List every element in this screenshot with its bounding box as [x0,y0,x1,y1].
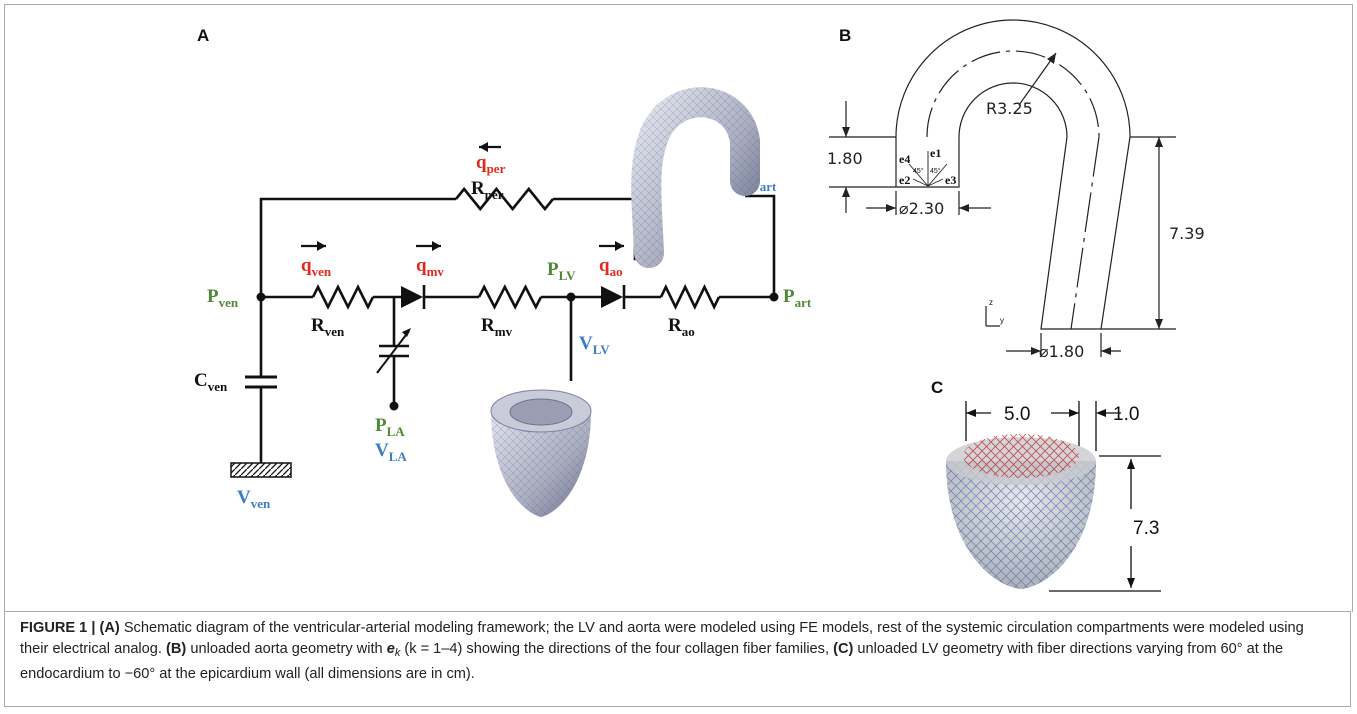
vector-label: e1 [930,146,941,160]
figure-panels: A B C qper Rper Vart qven qmv PLV qao Pv… [4,4,1353,612]
flow-arrowhead [615,241,624,251]
right-centerline [1071,137,1099,329]
center-arc [927,51,1099,137]
pressure-label: Part [783,286,812,310]
outer-arc [896,20,1130,137]
dimension-label: 7.39 [1169,224,1205,243]
flow-arrowhead [479,142,488,152]
dimension-line [1101,137,1176,329]
node [770,293,779,302]
axis-label: y [1000,316,1004,325]
resistor [661,287,719,307]
resistor-label: Rper [471,178,504,202]
aorta-geometry [829,20,1176,357]
right-leg [1041,137,1130,329]
pressure-label: PLV [547,259,576,283]
dimension-label: 7.3 [1133,518,1159,539]
dimension-label: ⌀2.30 [899,199,944,218]
flow-arrowhead [432,241,441,251]
resistor [313,287,373,307]
vector-label: e4 [899,152,910,166]
caption-text: (B) [166,641,186,657]
dimension-label: 1.0 [1113,404,1139,425]
flow-label: qao [599,255,623,279]
diode [601,286,623,308]
aorta-grid [646,102,745,253]
flow-arrowhead [317,241,326,251]
flow-label: qper [476,152,506,176]
caption-text: e [387,641,395,657]
dimension-label: ⌀1.80 [1039,342,1084,361]
axis-line [986,306,1000,326]
resistor-label: Rmv [481,315,513,339]
variable-arrowhead [402,328,411,337]
caption-text: unloaded aorta geometry with [186,641,386,657]
volume-label: VLA [375,440,407,464]
caption: FIGURE 1 | (A) Schematic diagram of the … [4,611,1351,707]
pressure-label: Pven [207,286,239,310]
flow-label: qven [301,255,332,279]
resistor-label: Rven [311,315,345,339]
dimension-label: 5.0 [1004,404,1030,425]
lv-cavity [510,399,572,425]
caption-text: (C) [833,641,853,657]
angle-label: 45° [913,167,924,175]
axis-label: z [989,298,993,307]
panel-label: B [839,26,851,45]
lv-mesh [491,390,591,517]
capacitor-label: Cven [194,370,228,394]
ground-box [231,463,291,477]
angle-label: 45° [930,167,941,175]
caption-text: (k = 1–4) showing the directions of the … [400,641,833,657]
pressure-label: PLA [375,415,405,439]
diode [401,286,423,308]
resistor [479,287,541,307]
figure-page: A B C qper Rper Vart qven qmv PLV qao Pv… [0,0,1357,714]
flow-label: qmv [416,255,444,279]
lv-endocardium [963,434,1079,478]
panel-label: A [197,26,209,45]
resistor-label: Rao [668,315,695,339]
wire [261,199,456,297]
panel-label: C [931,378,943,397]
caption-text: FIGURE 1 | (A) [20,620,120,636]
node [390,402,399,411]
aorta-mesh [646,102,745,253]
volume-label: Vven [237,487,271,511]
lv-geometry [946,434,1096,589]
figure-drawing: A B C qper Rper Vart qven qmv PLV qao Pv… [5,5,1352,612]
wire [745,196,774,297]
dimension-label: 1.80 [827,149,863,168]
vector-label: e3 [945,173,956,187]
dimension-label: R3.25 [986,99,1033,118]
vector-label: e2 [899,173,910,187]
volume-label: VLV [579,333,610,357]
